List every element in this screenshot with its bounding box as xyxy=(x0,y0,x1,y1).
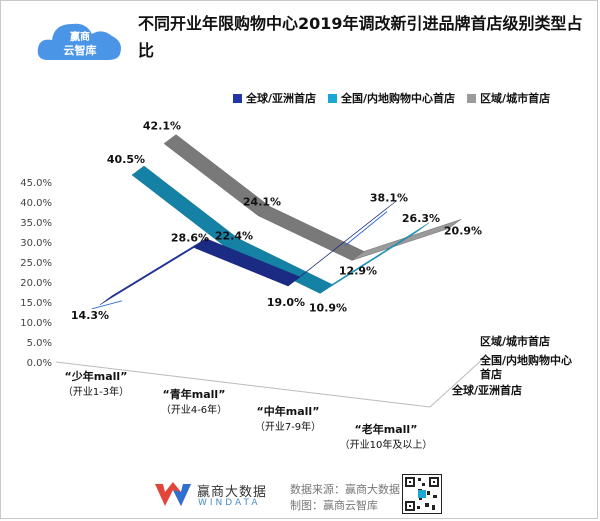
x-category-label: “中年mall” xyxy=(257,404,320,418)
logo-line2: 云智库 xyxy=(64,43,97,57)
y-tick-label: 15.0% xyxy=(20,298,52,309)
legend-item-regional: 区域/城市首店 xyxy=(467,90,550,106)
data-label: 24.1% xyxy=(243,196,281,209)
legend-swatch-regional xyxy=(467,93,477,103)
x-category-label: “少年mall” xyxy=(65,369,128,383)
qr-code-icon xyxy=(402,474,442,514)
legend-label-regional: 区域/城市首店 xyxy=(480,92,551,105)
footer-brand-cn: 赢商大数据 xyxy=(197,485,268,500)
data-label: 28.6% xyxy=(171,232,209,245)
depth-series-label: 首店 xyxy=(480,367,502,381)
data-label: 26.3% xyxy=(402,212,440,225)
data-label: 19.0% xyxy=(267,296,305,309)
series-ribbon-segment xyxy=(99,238,207,306)
data-label: 14.3% xyxy=(71,309,109,322)
leader-line xyxy=(344,211,388,246)
depth-series-label: 区域/城市首店 xyxy=(480,334,550,348)
legend-item-national: 全国/内地购物中心首店 xyxy=(328,90,455,106)
x-axis-line xyxy=(55,361,431,408)
data-label: 40.5% xyxy=(107,153,145,166)
x-category-label: （开业10年及以上） xyxy=(340,438,433,451)
data-label: 10.9% xyxy=(309,301,347,314)
y-tick-label: 35.0% xyxy=(20,218,52,229)
footer-source: 数据来源：赢商大数据 xyxy=(290,483,400,496)
series-ribbon-segment xyxy=(287,200,398,287)
windata-logo-icon xyxy=(155,482,191,506)
y-tick-label: 25.0% xyxy=(20,258,52,269)
legend-swatch-global xyxy=(233,93,242,103)
leader-line xyxy=(91,300,123,310)
y-tick-label: 5.0% xyxy=(27,338,52,349)
data-label: 22.4% xyxy=(215,229,253,242)
cloud-logo-icon: 赢商 云智库 xyxy=(37,23,121,60)
x-category-label: “老年mall” xyxy=(355,422,418,436)
data-label: 42.1% xyxy=(143,120,181,133)
y-tick-label: 40.0% xyxy=(20,198,52,209)
x-category-label: （开业4-6年） xyxy=(161,403,227,416)
legend-label-national: 全国/内地购物中心首店 xyxy=(341,92,456,105)
series-ribbon-segment xyxy=(257,206,365,261)
logo-line1: 赢商 xyxy=(70,30,90,43)
data-label: 20.9% xyxy=(444,224,482,237)
footer-made: 制图：赢商云智库 xyxy=(290,499,378,512)
x-category-label: （开业7-9年） xyxy=(255,420,321,433)
legend-label-global: 全球/亚洲首店 xyxy=(246,92,317,105)
x-category-label: “青年mall” xyxy=(163,387,226,401)
y-tick-label: 10.0% xyxy=(20,318,52,329)
legend: 全球/亚洲首店 全国/内地购物中心首店 区域/城市首店 xyxy=(233,90,550,106)
y-tick-label: 30.0% xyxy=(20,238,52,249)
page-title: 不同开业年限购物中心2019年调改新引进品牌首店级别类型占比 xyxy=(138,14,583,60)
footer-brand-en: WINDATA xyxy=(198,498,261,508)
depth-axis-line xyxy=(429,356,486,408)
data-label: 38.1% xyxy=(370,192,408,205)
legend-item-global: 全球/亚洲首店 xyxy=(233,90,316,106)
y-tick-label: 20.0% xyxy=(20,278,52,289)
depth-series-label: 全球/亚洲首店 xyxy=(451,383,522,397)
y-tick-label: 45.0% xyxy=(20,178,52,189)
series-ribbon-segment xyxy=(319,222,430,294)
legend-swatch-national xyxy=(328,93,338,103)
x-category-label: （开业1-3年） xyxy=(63,385,129,398)
depth-series-label: 全国/内地购物中心 xyxy=(479,353,572,367)
data-label: 12.9% xyxy=(339,264,377,277)
series-ribbon-segment xyxy=(351,219,462,261)
y-tick-label: 0.0% xyxy=(27,358,52,369)
